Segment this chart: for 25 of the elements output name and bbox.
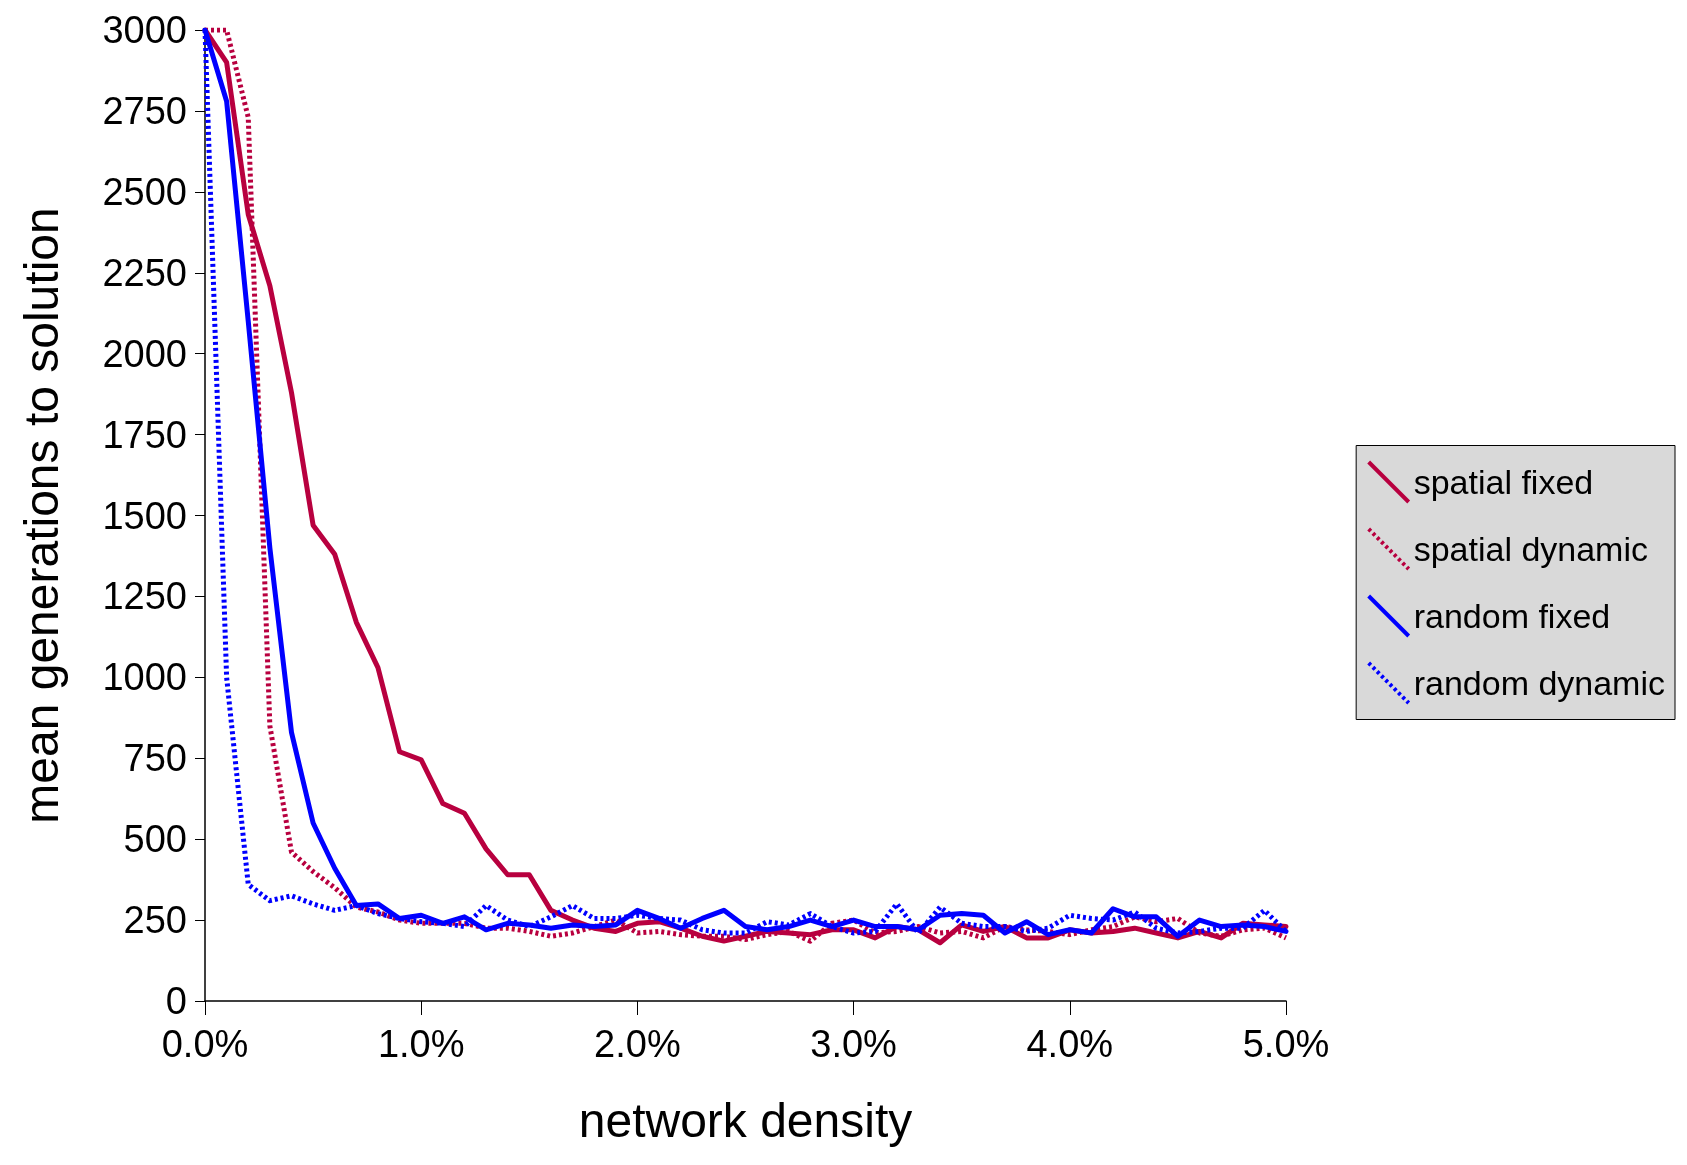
x-tick-label: 1.0% <box>377 1023 465 1065</box>
y-tick-label: 1750 <box>102 413 187 456</box>
legend-label: spatial dynamic <box>1413 530 1649 568</box>
y-tick-label: 1500 <box>102 494 187 537</box>
x-axis-title: network density <box>578 1093 913 1147</box>
x-tick-label: 2.0% <box>594 1023 681 1065</box>
y-tick-label: 0 <box>165 980 187 1022</box>
y-tick-label: 2500 <box>102 170 187 213</box>
y-tick-label: 2250 <box>102 251 187 294</box>
y-tick-label: 500 <box>123 818 187 861</box>
legend-label: random dynamic <box>1413 664 1666 702</box>
y-axis-title: mean generations to solution <box>14 207 68 824</box>
legend-label: spatial fixed <box>1413 463 1594 501</box>
y-tick-label: 1000 <box>102 656 187 699</box>
x-tick-label: 5.0% <box>1242 1023 1330 1065</box>
y-tick-label: 750 <box>123 737 187 780</box>
x-tick-label: 4.0% <box>1026 1023 1114 1065</box>
x-tick-label: 3.0% <box>810 1023 897 1065</box>
y-tick-label: 2000 <box>102 332 187 375</box>
y-tick-label: 3000 <box>102 9 187 51</box>
legend-label: random fixed <box>1413 597 1611 635</box>
y-tick-label: 250 <box>123 899 187 942</box>
x-tick-label: 0.0% <box>161 1023 249 1065</box>
y-tick-label: 1250 <box>102 575 187 618</box>
y-tick-label: 2750 <box>102 89 187 132</box>
